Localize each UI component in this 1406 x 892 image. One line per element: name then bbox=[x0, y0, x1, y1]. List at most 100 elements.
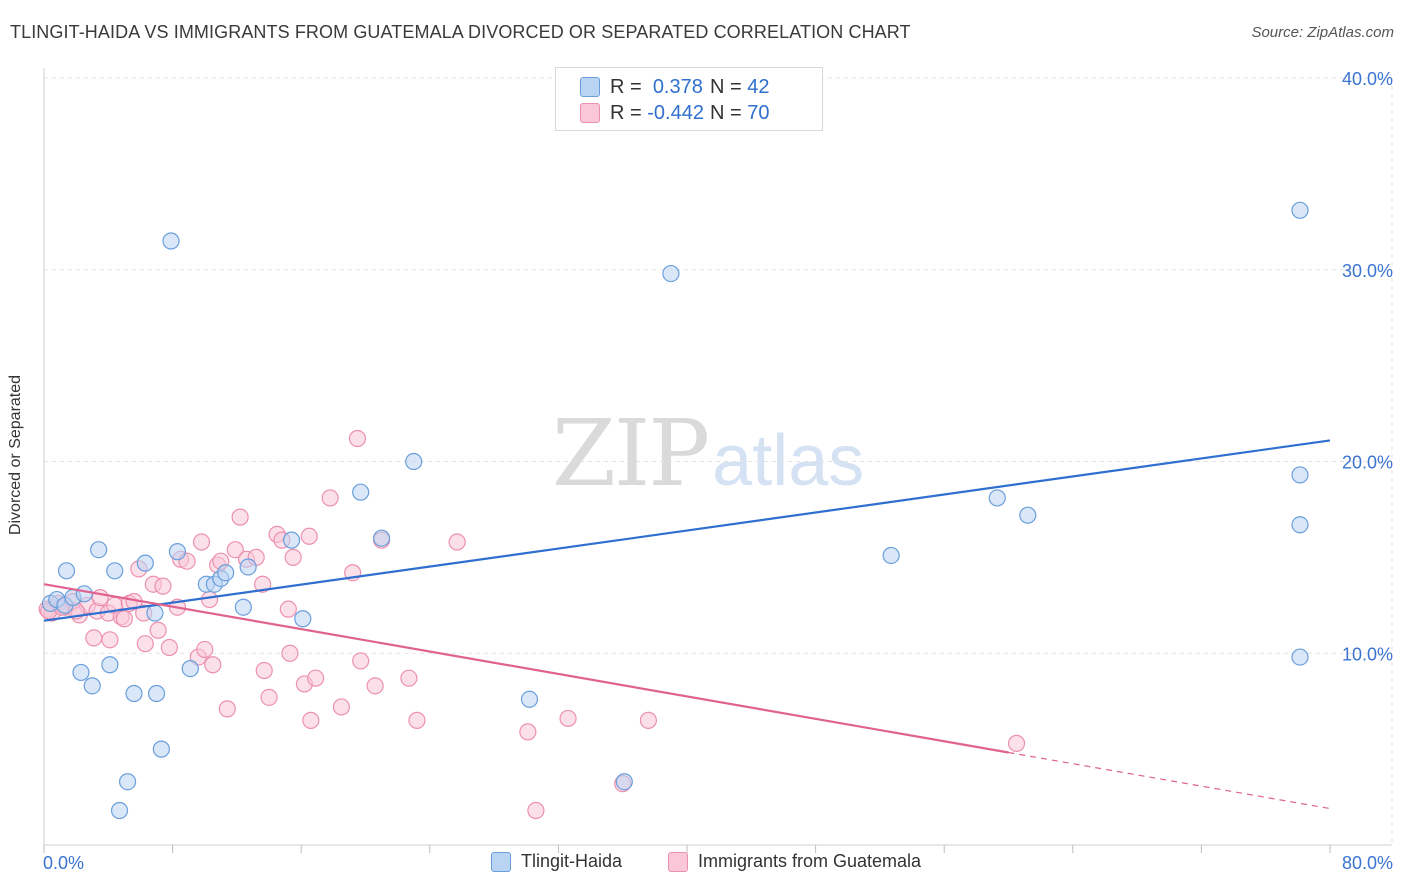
data-point-tlingit-haida bbox=[118, 773, 137, 791]
data-point-guatemala bbox=[200, 590, 219, 609]
n-value: 70 bbox=[747, 101, 770, 124]
data-point-guatemala bbox=[85, 629, 103, 647]
y-axis-label: Divorced or Separated bbox=[7, 374, 24, 536]
trend-line-guatemala-extension bbox=[1008, 751, 1331, 810]
data-point-tlingit-haida bbox=[152, 740, 170, 758]
data-point-guatemala bbox=[332, 698, 350, 716]
data-point-guatemala bbox=[284, 548, 302, 566]
data-point-tlingit-haida bbox=[615, 773, 633, 791]
data-point-tlingit-haida bbox=[662, 264, 680, 283]
r-value: -0.442 bbox=[647, 101, 704, 124]
blue-swatch-icon bbox=[580, 77, 600, 97]
data-point-tlingit-haida bbox=[239, 558, 257, 576]
r-stat: R = -0.442 bbox=[610, 101, 704, 124]
y-tick-label: 40.0% bbox=[1342, 69, 1393, 89]
y-tick-label: 30.0% bbox=[1342, 261, 1393, 281]
r-stat: R = 0.378 bbox=[610, 75, 703, 98]
data-point-tlingit-haida bbox=[405, 452, 423, 471]
data-point-guatemala bbox=[307, 669, 325, 687]
data-point-tlingit-haida bbox=[101, 656, 119, 674]
y-tick-label: 20.0% bbox=[1342, 453, 1393, 473]
data-point-tlingit-haida bbox=[168, 543, 187, 561]
tick-labels: 10.0% 20.0% 30.0% 40.0% 0.0% 80.0% bbox=[43, 69, 1393, 873]
legend-row-tlingit-haida: R = 0.378 N = 42 bbox=[580, 75, 770, 99]
n-value: 42 bbox=[747, 75, 770, 98]
data-point-tlingit-haida bbox=[90, 541, 108, 559]
data-point-tlingit-haida bbox=[146, 604, 164, 622]
data-point-guatemala bbox=[527, 801, 545, 820]
trend-lines bbox=[43, 439, 1331, 810]
n-stat: N = 70 bbox=[710, 101, 770, 124]
legend-label: Tlingit-Haida bbox=[521, 851, 623, 871]
data-point-guatemala bbox=[255, 661, 273, 680]
data-point-tlingit-haida bbox=[217, 564, 235, 582]
data-point-guatemala bbox=[196, 640, 214, 659]
data-point-guatemala bbox=[115, 610, 133, 628]
data-point-guatemala bbox=[408, 711, 426, 729]
data-point-tlingit-haida bbox=[110, 801, 129, 820]
pink-swatch-icon bbox=[668, 851, 688, 872]
data-point-guatemala bbox=[302, 711, 320, 729]
data-point-tlingit-haida bbox=[352, 483, 370, 501]
data-point-guatemala bbox=[281, 644, 299, 662]
n-stat: N = 42 bbox=[710, 75, 770, 98]
data-point-tlingit-haida bbox=[234, 598, 252, 616]
data-point-tlingit-haida bbox=[1291, 648, 1309, 666]
data-point-guatemala bbox=[149, 621, 167, 639]
pink-swatch-icon bbox=[580, 103, 600, 123]
data-point-tlingit-haida bbox=[162, 232, 180, 250]
data-point-guatemala bbox=[1007, 734, 1026, 752]
data-point-guatemala bbox=[254, 575, 272, 593]
data-point-tlingit-haida bbox=[282, 531, 301, 549]
blue-swatch-icon bbox=[491, 851, 511, 872]
correlation-legend: R = 0.378 N = 42 R = -0.442 N = 70 bbox=[555, 67, 823, 131]
data-point-guatemala bbox=[639, 711, 658, 729]
data-point-guatemala bbox=[101, 631, 119, 649]
x-tick-label: 80.0% bbox=[1342, 853, 1393, 873]
data-point-tlingit-haida bbox=[75, 585, 93, 603]
data-point-tlingit-haida bbox=[372, 529, 391, 547]
data-point-tlingit-haida bbox=[1291, 466, 1309, 484]
data-point-tlingit-haida bbox=[1019, 506, 1037, 524]
r-value: 0.378 bbox=[652, 75, 703, 98]
chart-title: TLINGIT-HAIDA VS IMMIGRANTS FROM GUATEMA… bbox=[10, 22, 911, 42]
data-point-guatemala bbox=[366, 677, 384, 695]
data-point-guatemala bbox=[136, 635, 154, 653]
data-point-guatemala bbox=[300, 527, 318, 545]
data-point-tlingit-haida bbox=[72, 663, 90, 682]
data-point-guatemala bbox=[559, 709, 577, 728]
data-point-tlingit-haida bbox=[125, 684, 143, 703]
series-legend: Tlingit-Haida Immigrants from Guatemala bbox=[0, 851, 1406, 877]
data-point-tlingit-haida bbox=[83, 677, 101, 695]
data-point-tlingit-haida bbox=[181, 659, 199, 678]
data-point-guatemala bbox=[400, 669, 418, 687]
data-point-tlingit-haida bbox=[136, 554, 154, 572]
legend-label: Immigrants from Guatemala bbox=[698, 851, 922, 871]
data-point-guatemala bbox=[352, 652, 370, 670]
data-point-tlingit-haida bbox=[520, 690, 539, 708]
data-point-tlingit-haida bbox=[106, 562, 124, 580]
y-tick-label: 10.0% bbox=[1342, 644, 1393, 664]
data-point-tlingit-haida bbox=[57, 562, 76, 580]
data-point-guatemala bbox=[321, 489, 339, 507]
data-point-guatemala bbox=[448, 533, 466, 551]
data-point-guatemala bbox=[154, 577, 172, 595]
grid-lines bbox=[44, 77, 1393, 845]
legend-item-guatemala[interactable]: Immigrants from Guatemala bbox=[668, 851, 921, 872]
data-point-tlingit-haida bbox=[882, 546, 900, 565]
data-point-tlingit-haida bbox=[1291, 201, 1309, 219]
trend-line-guatemala bbox=[43, 583, 1009, 754]
legend-item-tlingit-haida[interactable]: Tlingit-Haida bbox=[491, 851, 622, 872]
data-point-tlingit-haida bbox=[1291, 516, 1309, 534]
axes bbox=[43, 68, 1392, 853]
data-point-guatemala bbox=[218, 700, 236, 718]
data-point-guatemala bbox=[519, 723, 537, 741]
series-tlingit-haida-points bbox=[41, 201, 1309, 820]
data-point-guatemala bbox=[348, 429, 367, 448]
trend-line-tlingit-haida bbox=[43, 439, 1331, 622]
data-point-guatemala bbox=[260, 688, 278, 706]
data-point-guatemala bbox=[279, 600, 297, 618]
source-label: Source: ZipAtlas.com bbox=[1251, 24, 1394, 41]
data-point-guatemala bbox=[231, 508, 249, 526]
